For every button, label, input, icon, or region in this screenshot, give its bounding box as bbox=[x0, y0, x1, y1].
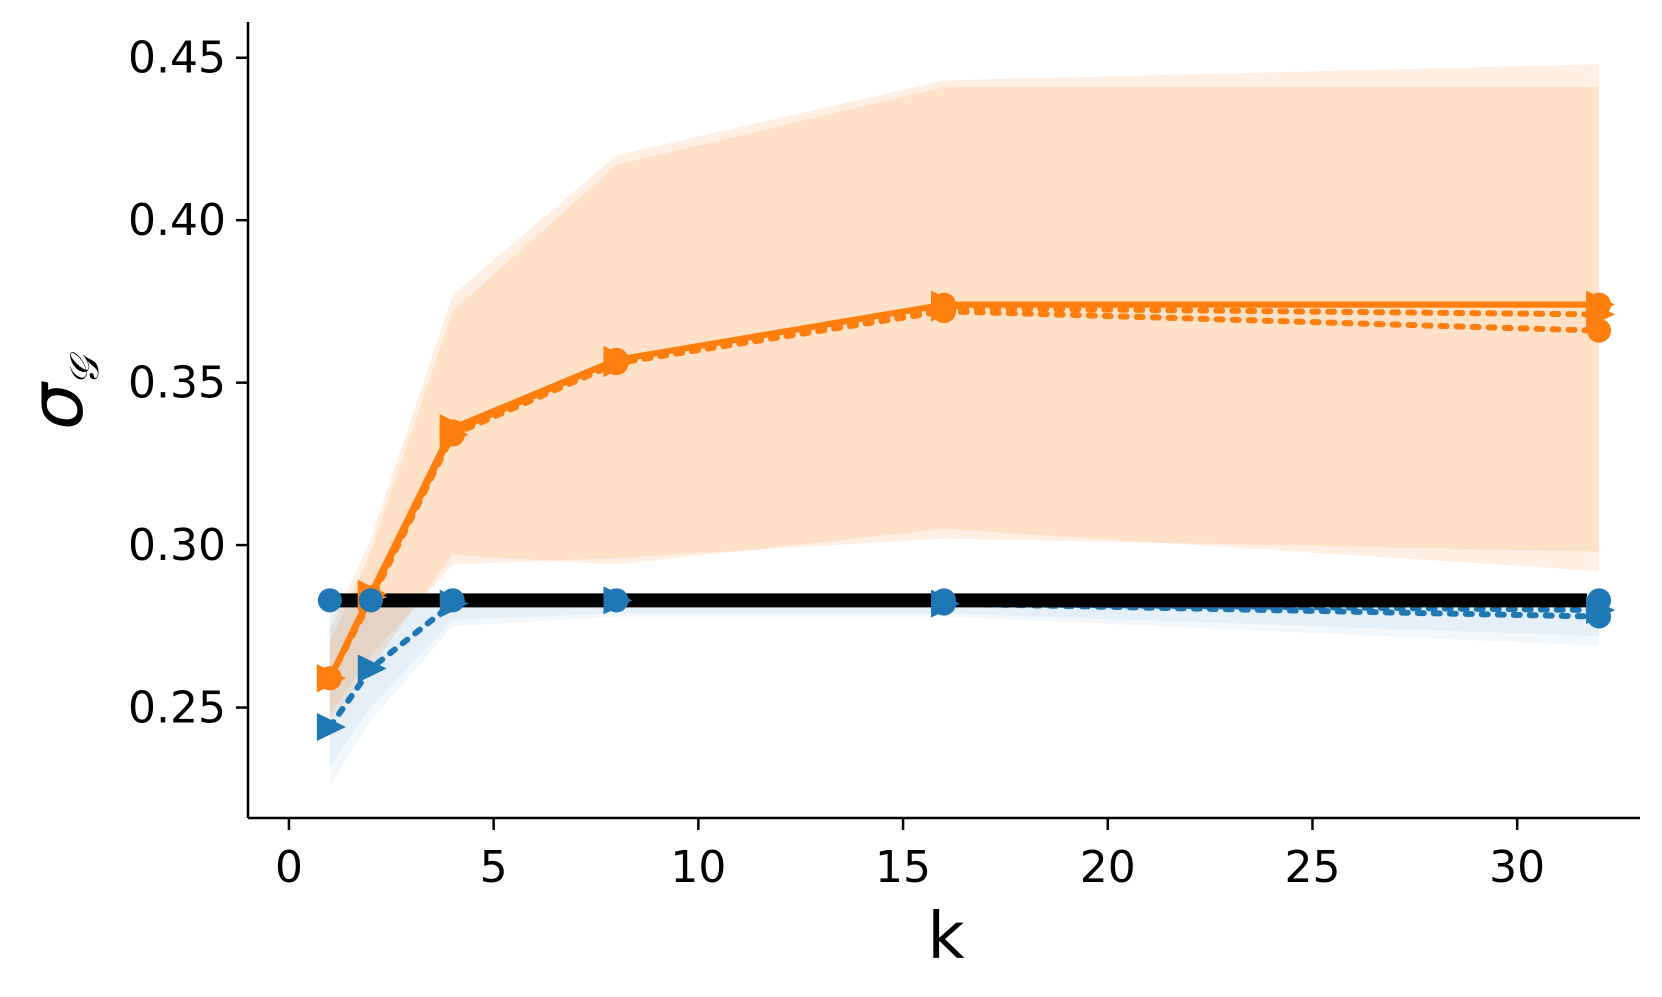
marker-circle bbox=[440, 588, 465, 613]
marker-circle bbox=[317, 588, 342, 613]
marker-circle bbox=[1587, 604, 1612, 629]
axes bbox=[246, 22, 1640, 820]
marker-triangle bbox=[931, 293, 960, 322]
x-tick-label: 10 bbox=[670, 842, 726, 893]
y-axis-label-main: σ bbox=[14, 381, 100, 430]
y-tick-label: 0.35 bbox=[128, 358, 226, 409]
series-markers bbox=[316, 290, 1616, 742]
x-tick-label: 20 bbox=[1080, 842, 1136, 893]
confidence-bands bbox=[329, 64, 1600, 786]
band-orange-0 bbox=[329, 86, 1600, 715]
y-tick-label: 0.40 bbox=[128, 195, 226, 246]
y-tick-label: 0.30 bbox=[128, 520, 226, 571]
marker-triangle bbox=[357, 654, 387, 683]
ticks: 0.25 0.30 0.35 0.40 0.45 0 5 10 15 20 25 30 bbox=[128, 33, 1545, 893]
x-axis-label: k bbox=[927, 900, 964, 974]
x-tick-label: 0 bbox=[275, 842, 303, 893]
marker-triangle bbox=[316, 713, 346, 742]
y-tick-label: 0.45 bbox=[128, 33, 226, 84]
x-tick-label: 25 bbox=[1284, 842, 1340, 893]
y-axis-label-subscript: 𝒢 bbox=[62, 351, 108, 386]
marker-triangle bbox=[603, 349, 633, 378]
marker-circle bbox=[358, 588, 383, 613]
x-tick-label: 5 bbox=[480, 842, 508, 893]
x-tick-label: 15 bbox=[875, 842, 931, 893]
y-tick-label: 0.25 bbox=[128, 683, 226, 734]
marker-circle bbox=[604, 588, 629, 613]
marker-circle bbox=[932, 591, 956, 616]
band-orange-1 bbox=[329, 64, 1600, 721]
band-blue-3 bbox=[329, 597, 1600, 767]
y-axis-label: σ 𝒢 bbox=[14, 351, 108, 430]
marker-triangle bbox=[316, 664, 346, 693]
marker-triangle bbox=[1586, 300, 1616, 329]
marker-triangle bbox=[439, 420, 469, 449]
x-tick-label: 30 bbox=[1489, 842, 1545, 893]
